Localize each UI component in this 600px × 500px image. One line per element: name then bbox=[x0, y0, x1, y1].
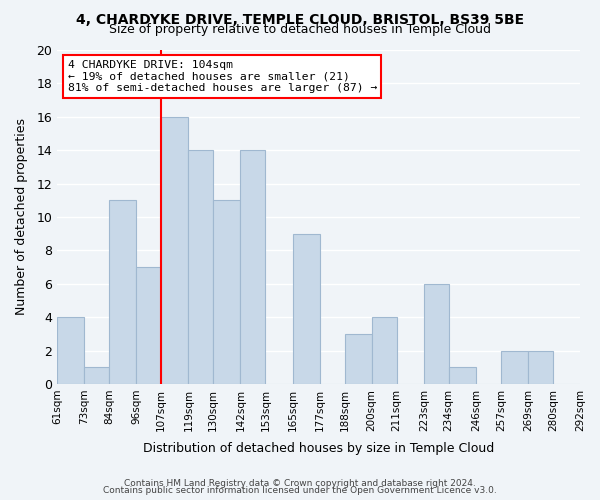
Bar bbox=[344, 334, 372, 384]
Text: Contains HM Land Registry data © Crown copyright and database right 2024.: Contains HM Land Registry data © Crown c… bbox=[124, 478, 476, 488]
Text: 4 CHARDYKE DRIVE: 104sqm
← 19% of detached houses are smaller (21)
81% of semi-d: 4 CHARDYKE DRIVE: 104sqm ← 19% of detach… bbox=[68, 60, 377, 93]
Bar bbox=[188, 150, 213, 384]
Bar bbox=[293, 234, 320, 384]
Bar bbox=[528, 350, 553, 384]
Bar bbox=[57, 317, 84, 384]
Y-axis label: Number of detached properties: Number of detached properties bbox=[15, 118, 28, 316]
Text: Size of property relative to detached houses in Temple Cloud: Size of property relative to detached ho… bbox=[109, 22, 491, 36]
Bar bbox=[241, 150, 265, 384]
Bar bbox=[501, 350, 528, 384]
Bar bbox=[213, 200, 241, 384]
Bar bbox=[161, 117, 188, 384]
Bar bbox=[84, 367, 109, 384]
Bar bbox=[136, 267, 161, 384]
Bar bbox=[449, 367, 476, 384]
X-axis label: Distribution of detached houses by size in Temple Cloud: Distribution of detached houses by size … bbox=[143, 442, 494, 455]
Bar bbox=[372, 317, 397, 384]
Text: 4, CHARDYKE DRIVE, TEMPLE CLOUD, BRISTOL, BS39 5BE: 4, CHARDYKE DRIVE, TEMPLE CLOUD, BRISTOL… bbox=[76, 12, 524, 26]
Bar bbox=[109, 200, 136, 384]
Text: Contains public sector information licensed under the Open Government Licence v3: Contains public sector information licen… bbox=[103, 486, 497, 495]
Bar bbox=[424, 284, 449, 384]
